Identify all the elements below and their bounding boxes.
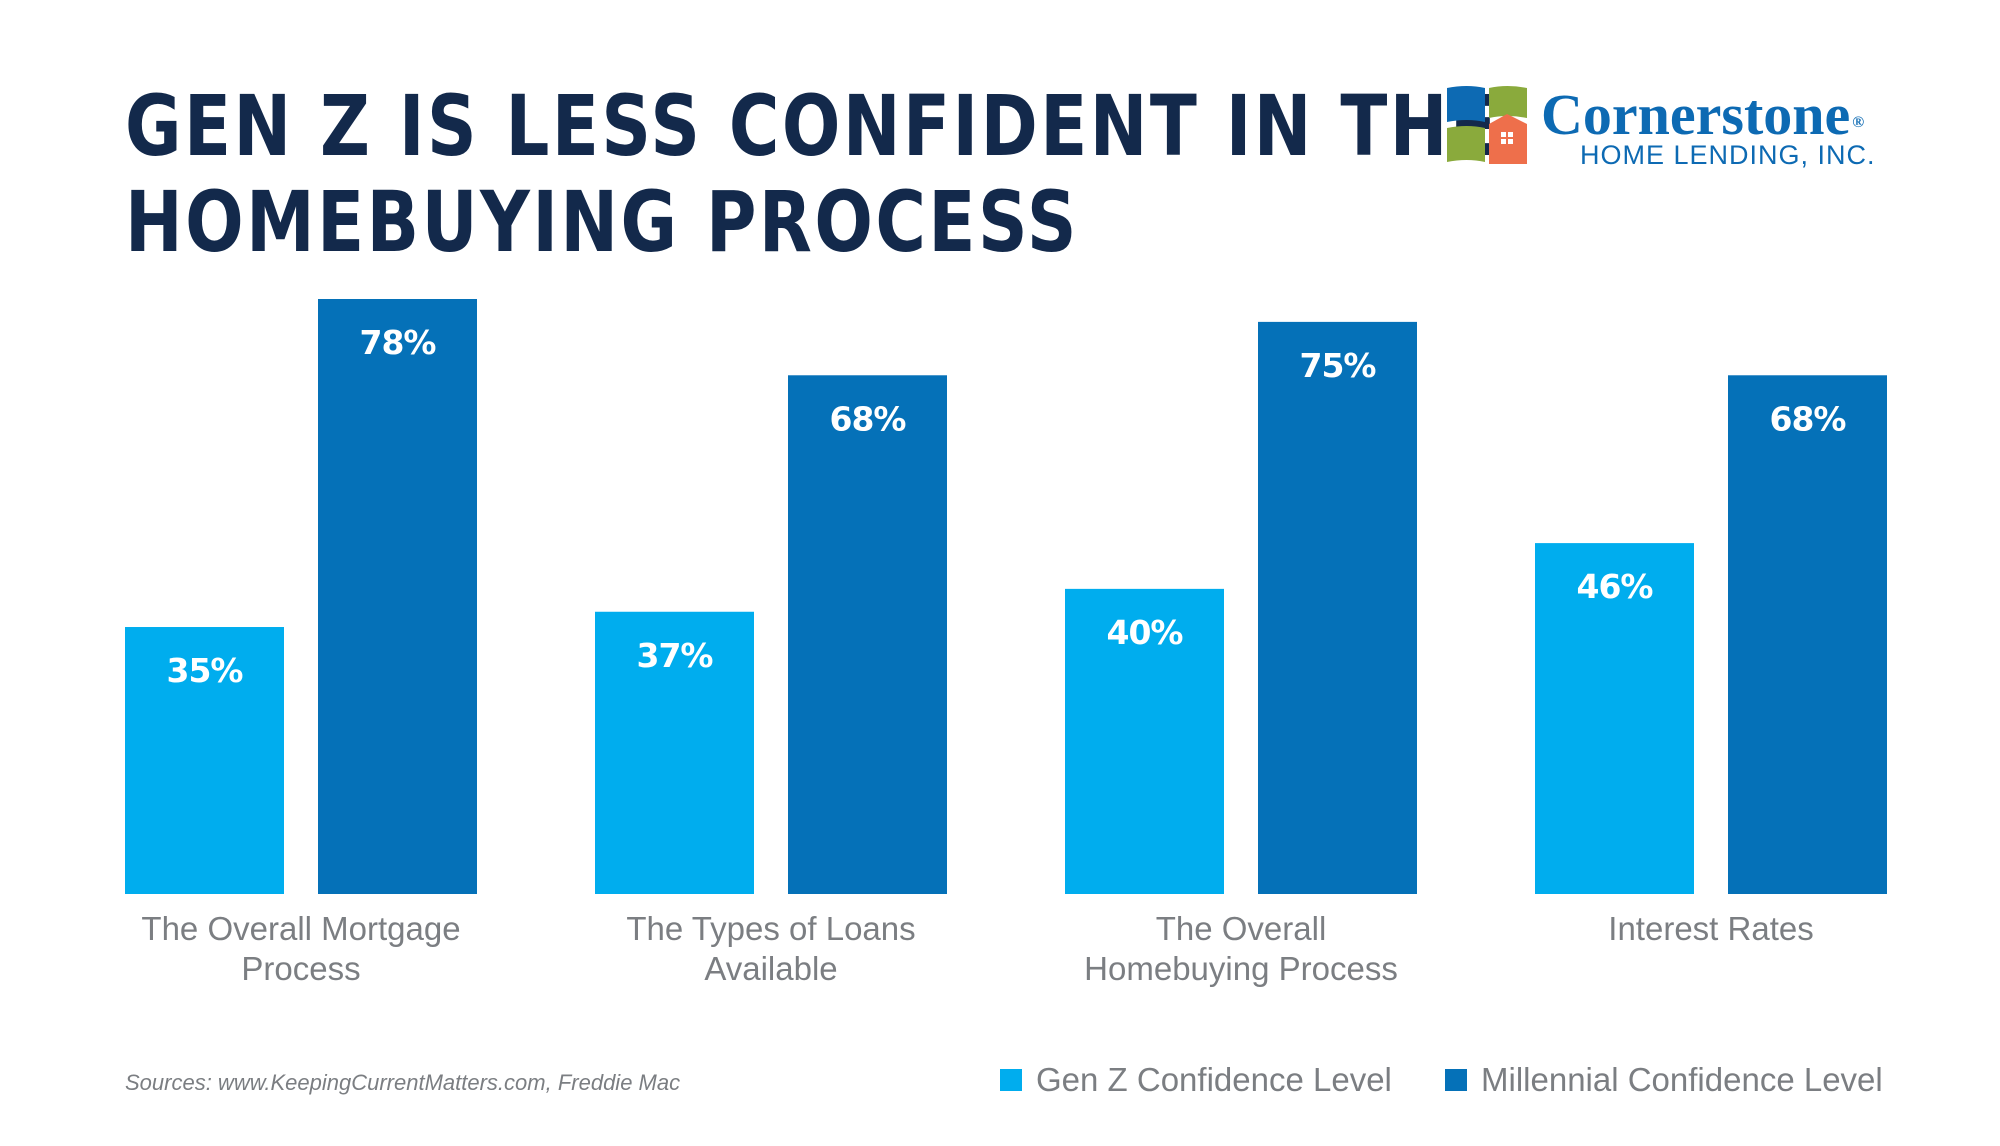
legend-item-gen-z: Gen Z Confidence Level <box>1000 1059 1392 1101</box>
data-label-gen-z-2: 37% <box>637 636 714 675</box>
data-label-gen-z-4: 46% <box>1577 567 1654 606</box>
category-label-1-line-1: The Overall Mortgage <box>141 910 460 947</box>
bar-gen-z-2 <box>595 611 754 894</box>
data-label-millennial-2: 68% <box>830 399 907 438</box>
bar-millennial-4 <box>1728 375 1887 894</box>
logo-name-text: Cornerstone <box>1541 82 1851 147</box>
data-label-gen-z-3: 40% <box>1107 613 1184 652</box>
logo-name: Cornerstone ® <box>1541 84 1864 146</box>
chart-title-line-2: HOMEBUYING PROCESS <box>125 173 1079 271</box>
legend-item-millennial: Millennial Confidence Level <box>1445 1059 1883 1101</box>
source-note: Sources: www.KeepingCurrentMatters.com, … <box>125 1070 681 1095</box>
bar-gen-z-4 <box>1535 543 1694 894</box>
logo-subtitle: HOME LENDING, INC. <box>1580 140 1876 170</box>
category-label-2-line-2: Available <box>704 950 837 987</box>
bar-gen-z-1 <box>125 627 284 894</box>
bar-millennial-1 <box>318 299 477 894</box>
house-logo-icon <box>1447 86 1527 164</box>
category-label-3-line-2: Homebuying Process <box>1084 950 1398 987</box>
logo-registered-mark: ® <box>1852 114 1865 131</box>
bar-millennial-3 <box>1258 321 1417 894</box>
legend-label-gen-z: Gen Z Confidence Level <box>1036 1061 1392 1098</box>
legend-swatch-gen-z <box>1000 1069 1022 1091</box>
data-label-millennial-1: 78% <box>360 323 437 362</box>
cornerstone-logo: Cornerstone ® HOME LENDING, INC. <box>1445 84 1885 174</box>
legend-label-millennial: Millennial Confidence Level <box>1481 1061 1883 1098</box>
data-label-gen-z-1: 35% <box>167 651 244 690</box>
category-label-1-line-2: Process <box>241 950 360 987</box>
legend-swatch-millennial <box>1445 1069 1467 1091</box>
data-label-millennial-3: 75% <box>1300 346 1377 385</box>
category-label-2-line-1: The Types of Loans <box>626 910 915 947</box>
bar-millennial-2 <box>788 375 947 894</box>
category-label-4-line-1: Interest Rates <box>1608 910 1813 947</box>
bar-gen-z-3 <box>1065 588 1224 894</box>
category-label-3-line-1: The Overall <box>1156 910 1327 947</box>
data-label-millennial-4: 68% <box>1770 399 1847 438</box>
